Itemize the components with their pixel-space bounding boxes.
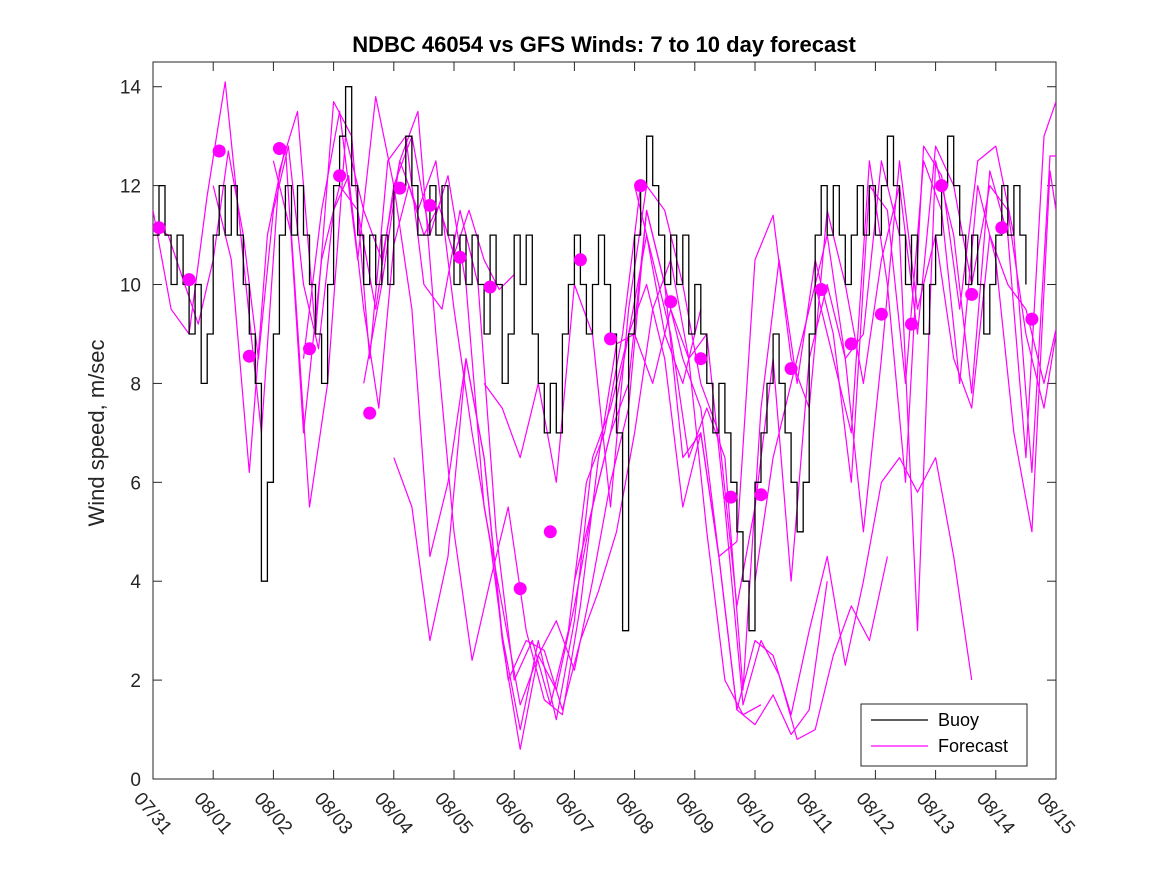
y-tick-label: 14 [120,78,142,99]
forecast-dot [363,406,377,420]
x-tick-label: 08/06 [490,789,537,839]
y-tick-label: 2 [130,671,141,692]
forecast-dot [182,273,196,287]
forecast-line-9 [573,145,1056,582]
forecast-dot [543,525,557,539]
forecast-dot [153,221,166,235]
forecast-dot [604,332,617,346]
plot-area: 0 2 4 6 8 10 12 14 07/31 08/01 08/02 08/03 08/04 08/0… [120,61,1079,839]
x-tick-label: 08/11 [791,789,837,838]
forecast-dot [513,582,527,596]
forecast-dot [573,253,587,267]
forecast-dot [393,181,407,195]
legend-box [860,703,1028,767]
forecast-dot [784,362,798,376]
forecast-dot [664,295,678,309]
y-tick-label: 12 [120,177,141,198]
forecast-dot [874,307,888,321]
legend-buoy-label: Buoy [938,710,979,730]
y-tick-label: 6 [130,473,141,494]
x-tick-label: 08/15 [1032,789,1079,839]
x-tick-label: 08/02 [250,789,297,839]
forecast-line-6 [363,160,888,741]
x-tick-label: 08/12 [852,789,899,839]
buoy-line [153,86,1027,632]
x-tick-label: 07/31 [129,789,176,839]
forecast-dot [272,142,286,155]
forecast-line-3 [212,135,702,706]
forecast-dot [634,179,648,193]
x-tick-label: 08/05 [430,789,477,839]
x-tick-label: 08/10 [731,789,778,839]
forecast-dot [1025,312,1039,326]
x-tick-label: 08/13 [912,789,959,839]
forecast-dot [844,337,858,351]
forecast-line-7 [393,283,973,731]
y-axis-label: Wind speed, m/sec [84,339,109,526]
x-tick-label: 08/03 [310,789,357,839]
x-tick-label: 08/09 [671,789,718,839]
y-tick-label: 4 [130,572,141,593]
forecast-dot [242,349,256,363]
forecast-line-5 [302,95,828,750]
forecast-dot [453,250,467,264]
forecast-dot [965,287,979,301]
forecast-dot [754,488,768,502]
y-tick-label: 10 [120,276,141,297]
x-tick-label: 08/08 [611,789,658,839]
legend: Buoy Forecast [860,703,1028,767]
x-tick-label: 08/14 [972,789,1019,839]
forecast-dot [483,280,497,294]
forecast-dot [814,283,828,296]
x-tick-label: 08/01 [189,789,236,839]
forecast-line-2 [153,81,642,706]
data-layer [153,81,1056,750]
forecast-dot [303,342,316,356]
forecast-dot [724,490,738,504]
forecast-dot [995,221,1009,235]
forecast-dot [935,179,949,193]
forecast-dot [694,352,708,366]
forecast-dot [333,169,347,183]
forecast-line-4 [272,110,762,716]
forecast-dot [423,198,437,212]
legend-forecast-label: Forecast [938,736,1008,756]
x-tick-label: 08/04 [370,789,417,839]
x-tick-label: 08/07 [551,789,598,839]
y-tick-label: 8 [130,374,141,395]
chart-title: NDBC 46054 vs GFS Winds: 7 to 10 day for… [352,32,856,57]
forecast-dot [212,144,226,158]
y-tick-label: 0 [130,770,141,791]
forecast-dot [905,317,918,331]
